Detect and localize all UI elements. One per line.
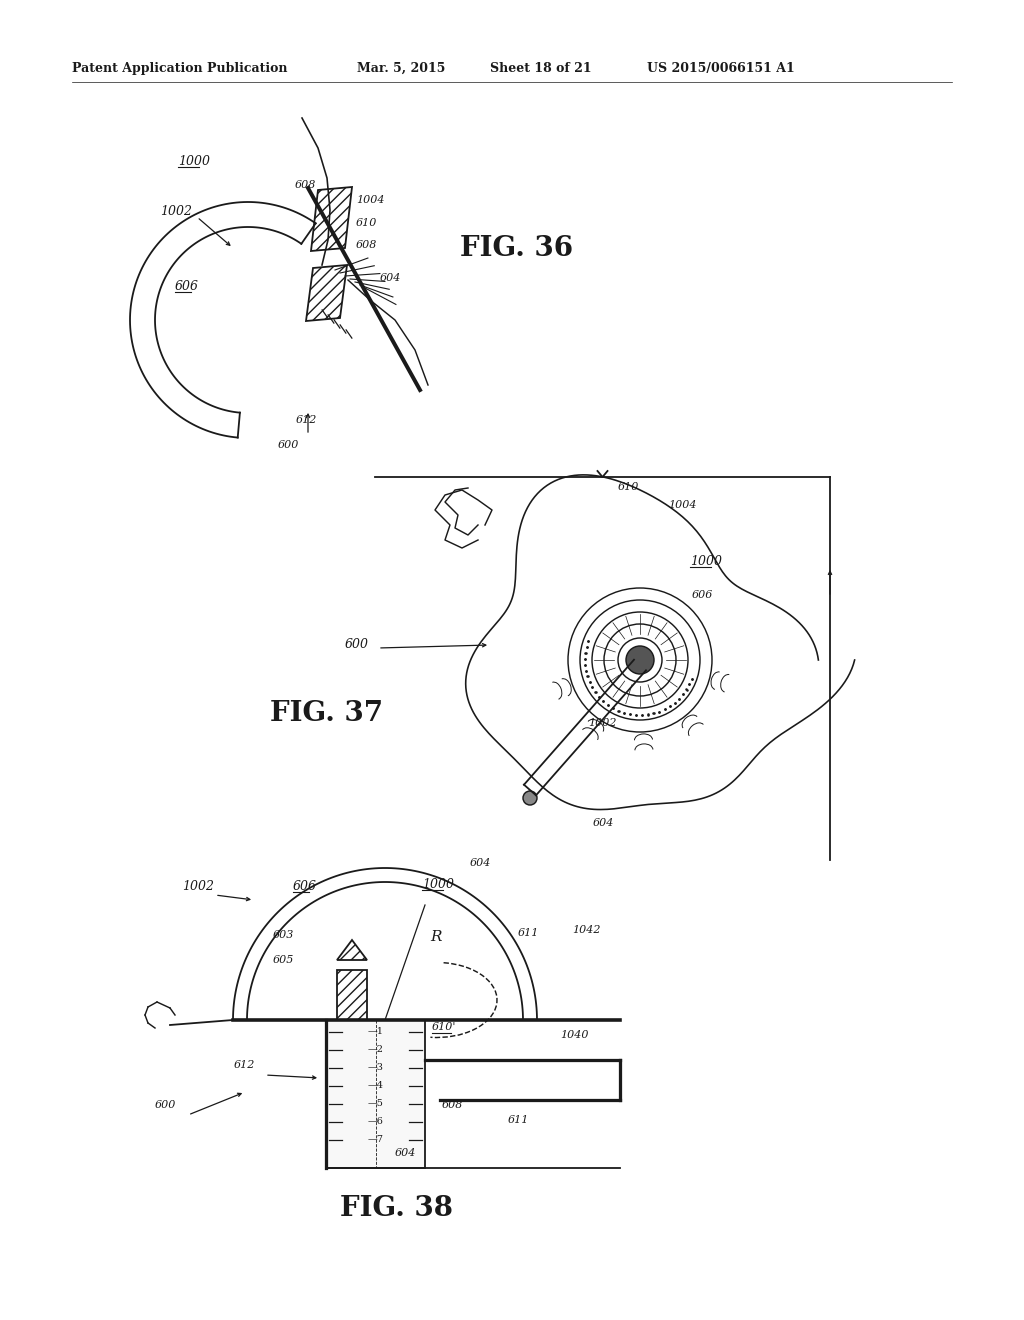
Text: —7: —7 — [368, 1135, 384, 1144]
Text: —1: —1 — [368, 1027, 384, 1036]
Text: —4: —4 — [368, 1081, 384, 1090]
Circle shape — [626, 645, 654, 675]
Text: 1042: 1042 — [572, 925, 600, 935]
Polygon shape — [306, 265, 347, 321]
Text: Patent Application Publication: Patent Application Publication — [72, 62, 288, 75]
Text: 1002: 1002 — [160, 205, 193, 218]
Text: 608: 608 — [442, 1100, 464, 1110]
Polygon shape — [337, 940, 367, 960]
Text: 1004: 1004 — [668, 500, 696, 510]
Text: FIG. 37: FIG. 37 — [270, 700, 383, 727]
Text: 604: 604 — [593, 818, 614, 828]
Text: 612: 612 — [234, 1060, 255, 1071]
Text: —5: —5 — [368, 1100, 383, 1109]
Text: 611: 611 — [508, 1115, 529, 1125]
Text: Mar. 5, 2015: Mar. 5, 2015 — [357, 62, 445, 75]
Text: 1002: 1002 — [588, 718, 616, 729]
Text: 1000: 1000 — [422, 878, 454, 891]
Polygon shape — [311, 187, 352, 251]
Text: 612: 612 — [296, 414, 317, 425]
Text: 606: 606 — [175, 280, 199, 293]
Text: 611: 611 — [518, 928, 540, 939]
Text: 606: 606 — [293, 880, 317, 894]
Text: 1040: 1040 — [560, 1030, 589, 1040]
Text: 600: 600 — [278, 440, 299, 450]
Text: Sheet 18 of 21: Sheet 18 of 21 — [490, 62, 592, 75]
Bar — [337, 970, 367, 1020]
Text: —2: —2 — [368, 1045, 384, 1055]
Text: 610: 610 — [618, 482, 639, 492]
Text: FIG. 38: FIG. 38 — [340, 1195, 453, 1222]
Text: 604: 604 — [470, 858, 492, 869]
Text: 606: 606 — [692, 590, 714, 601]
Text: 608: 608 — [295, 180, 316, 190]
Text: 1000: 1000 — [690, 554, 722, 568]
Text: R: R — [430, 931, 441, 944]
Text: 1002: 1002 — [182, 880, 214, 894]
Text: 600: 600 — [155, 1100, 176, 1110]
Text: 1004: 1004 — [356, 195, 384, 205]
Text: 603: 603 — [273, 931, 294, 940]
Text: US 2015/0066151 A1: US 2015/0066151 A1 — [647, 62, 795, 75]
Text: 610': 610' — [432, 1022, 457, 1032]
Text: —6: —6 — [368, 1118, 383, 1126]
Text: 608: 608 — [356, 240, 378, 249]
Text: FIG. 36: FIG. 36 — [460, 235, 573, 261]
Text: 600: 600 — [345, 638, 369, 651]
Bar — [326, 1020, 425, 1168]
Text: 1000: 1000 — [178, 154, 210, 168]
Text: 604: 604 — [380, 273, 401, 282]
Text: 605: 605 — [273, 954, 294, 965]
Text: 610: 610 — [356, 218, 378, 228]
Text: 604: 604 — [395, 1148, 417, 1158]
Circle shape — [523, 791, 537, 805]
Text: —3: —3 — [368, 1064, 384, 1072]
